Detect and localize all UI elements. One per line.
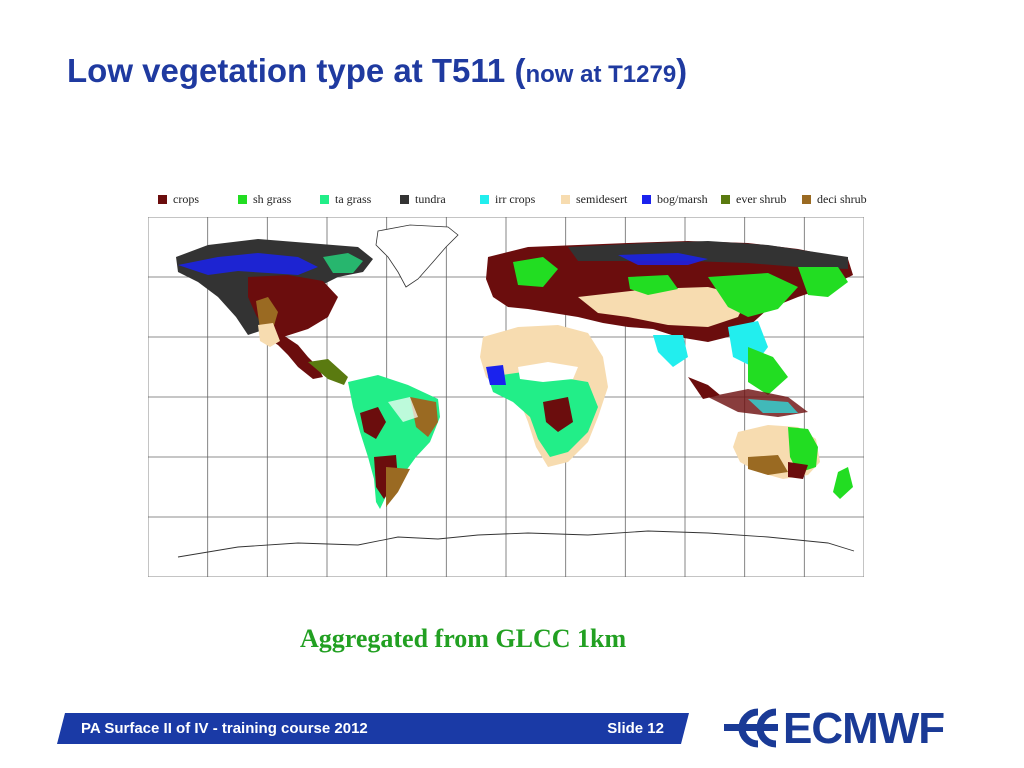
legend-swatch: [238, 194, 247, 204]
slide-title: Low vegetation type at T511 (now at T127…: [67, 52, 687, 90]
world-vegetation-map: [148, 217, 864, 577]
legend-swatch: [642, 194, 651, 204]
slide-number: Slide 12: [607, 720, 664, 737]
legend-item-bog-marsh: bog/marsh: [642, 190, 708, 208]
legend-item-tundra: tundra: [400, 190, 446, 208]
title-main: Low vegetation type at T511 (: [67, 52, 526, 89]
ecmwf-logo-icon: [724, 708, 778, 748]
legend-swatch: [158, 194, 167, 204]
greenland-outline: [375, 224, 459, 288]
legend-item-ta-grass: ta grass: [320, 190, 371, 208]
legend-label: tundra: [415, 191, 446, 206]
legend-item-semidesert: semidesert: [561, 190, 627, 208]
legend-item-ever-shrub: ever shrub: [721, 190, 786, 208]
title-small: now at T1279: [525, 61, 677, 88]
australia: [708, 389, 853, 499]
legend-label: bog/marsh: [657, 191, 708, 206]
legend-label: sh grass: [253, 191, 292, 206]
eurasia: [486, 241, 853, 399]
legend-swatch: [480, 194, 489, 204]
map-legend: crops sh grass ta grass tundra irr crops…: [150, 190, 890, 208]
north-america: [176, 239, 373, 385]
legend-label: crops: [173, 191, 199, 206]
legend-label: deci shrub: [817, 191, 867, 206]
legend-label: irr crops: [495, 191, 536, 206]
legend-swatch: [400, 194, 409, 204]
footer-bar: PA Surface II of IV - training course 20…: [57, 713, 689, 744]
legend-swatch: [721, 194, 730, 204]
title-close: ): [676, 52, 688, 89]
footer-course-text: PA Surface II of IV - training course 20…: [81, 720, 368, 737]
south-america: [348, 375, 440, 509]
legend-label: semidesert: [576, 191, 628, 206]
ecmwf-logo: ECMWF: [720, 704, 960, 753]
legend-label: ta grass: [335, 191, 372, 206]
legend-label: ever shrub: [736, 191, 787, 206]
legend-item-crops: crops: [158, 190, 199, 208]
map-caption: Aggregated from GLCC 1km: [300, 624, 627, 653]
legend-item-sh-grass: sh grass: [238, 190, 291, 208]
footer-background: [57, 713, 689, 744]
antarctica-outline: [177, 530, 855, 558]
legend-swatch: [320, 194, 329, 204]
legend-item-irr-crops: irr crops: [480, 190, 535, 208]
ecmwf-logo-text: ECMWF: [783, 704, 945, 753]
legend-swatch: [561, 194, 570, 204]
legend-item-deci-shrub: deci shrub: [802, 190, 867, 208]
legend-swatch: [802, 194, 811, 204]
africa: [480, 325, 608, 467]
